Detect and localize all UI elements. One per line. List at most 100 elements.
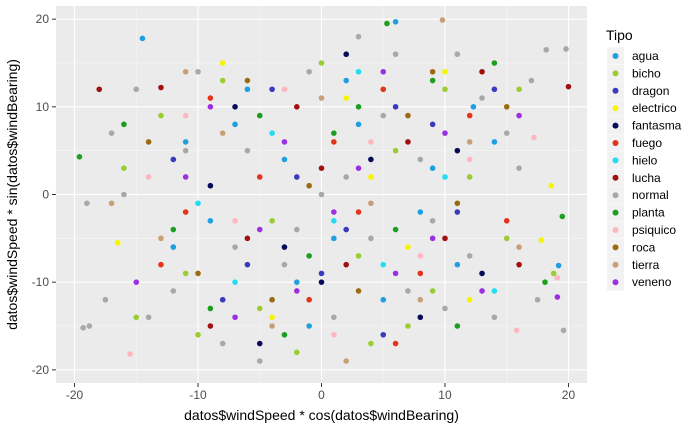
x-axis-title: datos$windSpeed * cos(datos$windBearing) [184,407,459,423]
data-point [516,261,522,268]
legend-item-bicho: bicho [607,64,661,82]
data-point [559,213,566,220]
data-point [170,288,177,294]
data-point [80,324,86,331]
data-point [355,253,362,259]
data-point [442,174,448,180]
series-lucha [96,68,572,329]
legend-label: hielo [632,153,658,167]
data-point [466,112,473,119]
data-point [442,305,448,312]
series-hielo [195,68,498,294]
data-point [392,18,399,25]
y-axis-ticks: -20 -10 0 10 20 [32,12,56,377]
data-point [294,349,300,356]
data-point [207,218,214,224]
data-point [513,327,520,334]
legend-key-swatch [612,279,619,286]
data-point [294,226,300,233]
data-point [380,296,387,303]
data-point [133,86,140,93]
data-point [158,84,164,91]
data-point [355,209,362,215]
series-agua [139,18,562,329]
data-point [207,305,214,312]
legend-key-swatch [612,174,619,181]
legend-key-swatch [612,87,619,94]
data-point [454,261,461,268]
data-point [318,191,325,198]
data-point [343,95,349,101]
data-point [491,139,498,145]
data-point [439,17,446,23]
data-point [232,244,238,250]
data-point [491,86,498,93]
data-point [195,68,201,75]
data-point [331,209,337,215]
data-point [554,294,561,300]
data-point [331,139,337,145]
legend-item-lucha: lucha [607,169,661,187]
data-point [256,358,263,364]
data-point [219,130,226,136]
legend-label: bicho [632,66,661,80]
data-point [219,340,226,347]
legend-key-swatch [612,70,619,77]
legend-label: electrico [632,101,677,115]
legend-item-fuego: fuego [607,134,662,152]
data-point [306,323,312,329]
data-point [96,86,103,93]
legend-key-swatch [612,261,619,268]
data-point [170,156,177,163]
data-point [417,314,424,321]
legend: agua bicho dragon electrico fantasma fuego hie… [607,47,682,291]
data-point [528,77,535,84]
data-point [256,174,263,180]
data-point [392,147,399,154]
data-point [516,112,522,119]
data-point [306,182,312,189]
data-point [269,323,275,329]
data-point [466,156,473,163]
legend-item-normal: normal [607,186,669,204]
legend-label: psiquico [632,223,676,237]
data-point [392,270,399,277]
data-point [269,314,275,321]
data-point [380,68,387,75]
legend-label: veneno [632,275,672,289]
data-point [429,68,436,75]
legend-label: dragon [632,84,669,98]
legend-label: fuego [632,136,662,150]
data-point [331,235,337,242]
data-point [516,165,522,171]
data-point [563,46,569,52]
data-point [429,77,436,84]
data-point [256,226,263,233]
data-point [454,323,461,329]
data-point [269,130,275,136]
data-point [355,33,362,40]
data-point [195,270,201,277]
data-point [294,279,300,285]
data-point [121,165,127,171]
x-axis-ticks: -20 -10 0 10 20 [66,383,575,402]
legend-title: Tipo [606,27,633,43]
data-point [454,200,461,207]
series-dragon [170,86,498,338]
data-point [384,20,390,27]
data-point [368,340,374,347]
data-point [470,104,477,110]
data-point [331,314,337,321]
data-point [380,112,387,119]
x-tick-label: 0 [318,388,325,402]
data-point [281,156,288,163]
legend-key-swatch [612,192,619,199]
data-point [417,209,424,215]
data-point [429,218,436,224]
data-point [479,270,485,277]
data-point [232,314,238,321]
y-tick-label: 0 [42,188,49,202]
y-axis-title: datos$windSpeed * sin(datos$windBearing) [4,59,20,330]
data-point [145,174,152,180]
data-point [516,244,522,250]
